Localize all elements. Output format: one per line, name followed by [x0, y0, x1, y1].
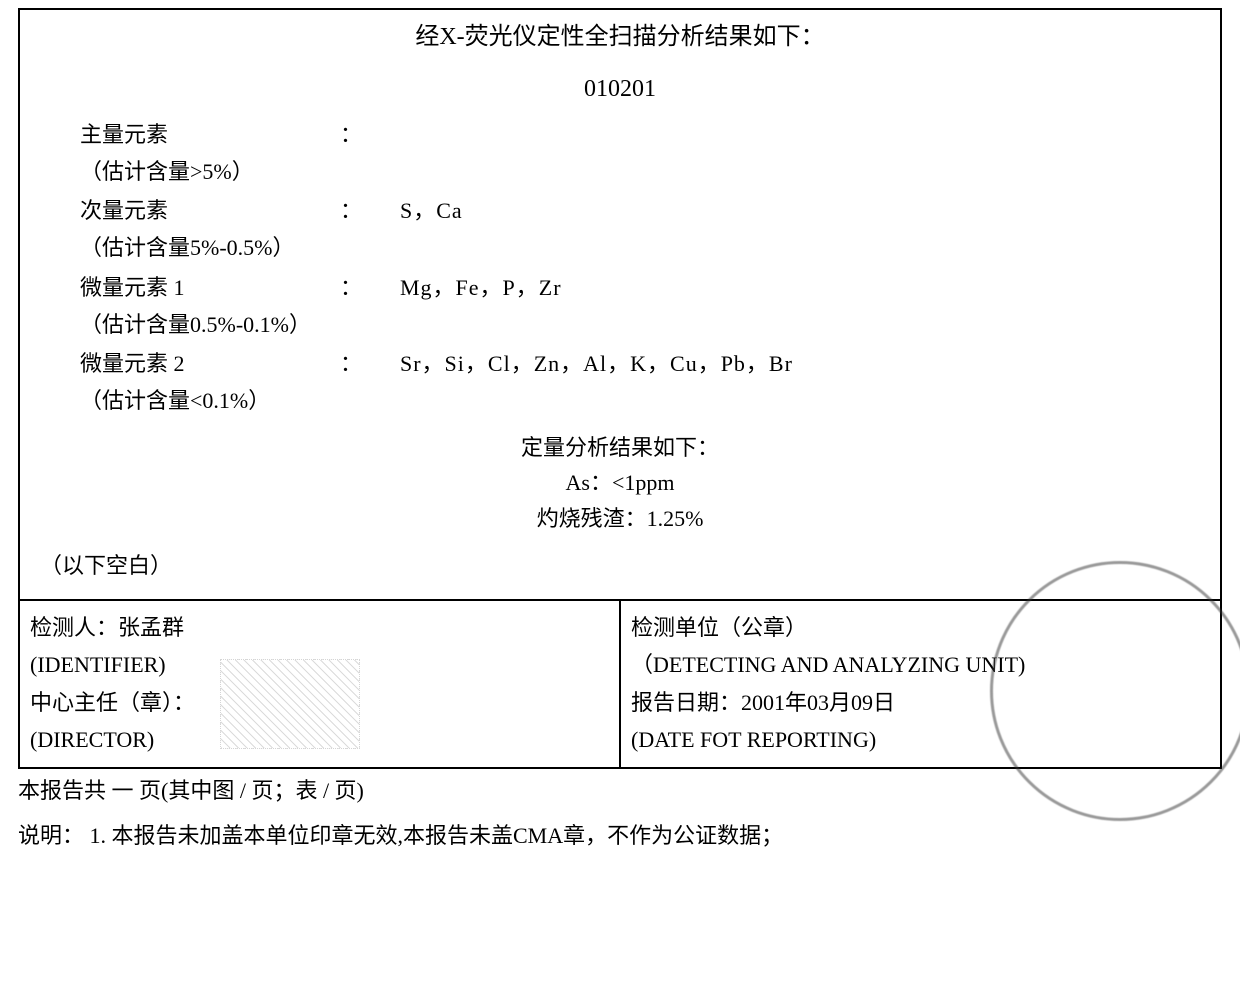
unit-en: （DETECTING AND ANALYZING UNIT): [631, 646, 1210, 683]
trace2-element-row: 微量元素 2 ： Sr，Si，Cl，Zn，Al，K，Cu，Pb，Br: [80, 346, 1200, 381]
report-box: 经X-荧光仪定性全扫描分析结果如下： 010201 主量元素 ： （估计含量>5…: [18, 8, 1222, 769]
major-note: （估计含量>5%）: [80, 154, 1200, 189]
minor-note: （估计含量5%-0.5%）: [80, 230, 1200, 265]
minor-value: S，Ca: [400, 193, 463, 228]
below-box: 本报告共 一 页(其中图 / 页；表 / 页) 说明： 1. 本报告未加盖本单位…: [18, 773, 1222, 853]
main-section: 经X-荧光仪定性全扫描分析结果如下： 010201 主量元素 ： （估计含量>5…: [20, 10, 1220, 601]
unit-label: 检测单位（公章）: [631, 609, 1210, 646]
blank-note: （以下空白）: [40, 536, 1200, 587]
identifier-label: 检测人：: [30, 615, 118, 640]
colon: ：: [340, 346, 400, 381]
footer-section: 检测人：张孟群 (IDENTIFIER) 中心主任（章）： (DIRECTOR)…: [20, 601, 1220, 767]
colon: ：: [340, 117, 400, 152]
identifier-line: 检测人：张孟群: [30, 609, 609, 646]
page-info: 本报告共 一 页(其中图 / 页；表 / 页): [18, 773, 1222, 808]
major-element-row: 主量元素 ：: [80, 117, 1200, 152]
trace1-value: Mg，Fe，P，Zr: [400, 270, 562, 305]
minor-element-row: 次量元素 ： S，Ca: [80, 193, 1200, 228]
trace1-note: （估计含量0.5%-0.1%）: [80, 307, 1200, 342]
quant-title: 定量分析结果如下：: [40, 422, 1200, 465]
trace2-label: 微量元素 2: [80, 346, 340, 381]
report-title: 经X-荧光仪定性全扫描分析结果如下：: [40, 16, 1200, 70]
remark: 说明： 1. 本报告未加盖本单位印章无效,本报告未盖CMA章，不作为公证数据；: [18, 808, 1222, 853]
identifier-name: 张孟群: [118, 615, 184, 640]
footer-left: 检测人：张孟群 (IDENTIFIER) 中心主任（章）： (DIRECTOR): [20, 601, 621, 767]
date-en: (DATE FOT REPORTING): [631, 721, 1210, 758]
quant-as: As：<1ppm: [40, 465, 1200, 500]
colon: ：: [340, 193, 400, 228]
footer-right: 检测单位（公章） （DETECTING AND ANALYZING UNIT) …: [621, 601, 1220, 767]
date-label: 报告日期：: [631, 690, 741, 715]
trace2-note: （估计含量<0.1%）: [80, 383, 1200, 418]
trace2-value: Sr，Si，Cl，Zn，Al，K，Cu，Pb，Br: [400, 346, 793, 381]
date-line: 报告日期：2001年03月09日: [631, 684, 1210, 721]
square-stamp-icon: [220, 659, 360, 749]
date-value: 2001年03月09日: [741, 690, 895, 715]
quant-residue: 灼烧残渣：1.25%: [40, 501, 1200, 536]
colon: ：: [340, 270, 400, 305]
minor-label: 次量元素: [80, 193, 340, 228]
trace1-element-row: 微量元素 1 ： Mg，Fe，P，Zr: [80, 270, 1200, 305]
elements-block: 主量元素 ： （估计含量>5%） 次量元素 ： S，Ca （估计含量5%-0.5…: [40, 117, 1200, 419]
sample-id: 010201: [40, 70, 1200, 116]
trace1-label: 微量元素 1: [80, 270, 340, 305]
major-label: 主量元素: [80, 117, 340, 152]
